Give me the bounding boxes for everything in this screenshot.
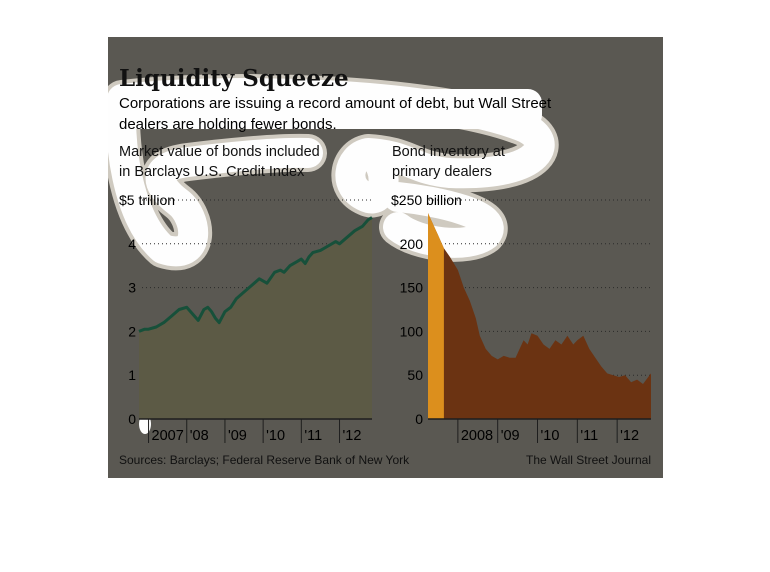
- left-chart-area: [139, 217, 372, 419]
- left-chart-series-line: [138, 216, 373, 333]
- left-chart-ytick-label: 0: [128, 411, 136, 427]
- left-chart-xtick-label: '11: [304, 428, 322, 444]
- left-chart-ytick-label: 4: [128, 236, 136, 252]
- left-chart-xtick-label: '12: [343, 428, 362, 444]
- right-chart-ytick-label: 150: [400, 280, 424, 296]
- subtitle-line-2: dealers are holding fewer bonds.: [119, 116, 337, 133]
- left-chart-xtick-label: '09: [228, 428, 247, 444]
- left-chart-heading-line-2: in Barclays U.S. Credit Index: [119, 164, 305, 180]
- left-chart-ytick-label: 1: [128, 367, 136, 383]
- right-chart-ytick-label: 200: [400, 236, 424, 252]
- source-note: Sources: Barclays; Federal Reserve Bank …: [119, 453, 410, 467]
- left-chart-xtick-label: 2007: [152, 428, 184, 444]
- right-chart-xtick-label: '10: [541, 428, 560, 444]
- chart-title: Liquidity Squeeze: [119, 65, 349, 92]
- subtitle-line-1: Corporations are issuing a record amount…: [119, 95, 552, 112]
- publisher-credit: The Wall Street Journal: [526, 453, 651, 467]
- left-chart-market-value: 0 1 2 3 4 $5 trillion 2007 '08 '09 '10 '11 '12: [119, 192, 373, 444]
- right-chart-xtick-label: '12: [620, 428, 639, 444]
- highlight-block: [122, 89, 542, 129]
- right-chart-xtick-label: '09: [501, 428, 520, 444]
- right-chart-heading-line-1: Bond inventory at: [392, 144, 505, 160]
- liquidity-squeeze-figure: Liquidity Squeeze Corporations are issui…: [108, 37, 663, 478]
- highlight-scribble: [108, 74, 559, 434]
- left-chart-y-unit-label: $5 trillion: [119, 192, 175, 208]
- right-chart-ytick-label: 50: [407, 367, 423, 383]
- right-chart-xtick-label: '11: [580, 428, 598, 444]
- right-chart-ytick-label: 100: [400, 323, 424, 339]
- left-chart-xtick-label: '08: [190, 428, 209, 444]
- left-chart-heading-line-1: Market value of bonds included: [119, 144, 320, 160]
- left-chart-ytick-label: 2: [128, 323, 136, 339]
- right-chart-y-unit-label: $250 billion: [391, 192, 462, 208]
- right-chart-ytick-label: 0: [415, 411, 423, 427]
- right-chart-area: [428, 213, 651, 419]
- right-chart-bond-inventory: 0 50 100 150 200 $250 billion 2008 '09 '10 '11 '12: [391, 192, 651, 444]
- right-chart-heading-line-2: primary dealers: [392, 164, 492, 180]
- left-chart-ytick-label: 3: [128, 280, 136, 296]
- right-chart-xtick-label: 2008: [461, 428, 493, 444]
- right-chart-area-highlight: [428, 213, 444, 419]
- left-chart-xtick-label: '10: [266, 428, 285, 444]
